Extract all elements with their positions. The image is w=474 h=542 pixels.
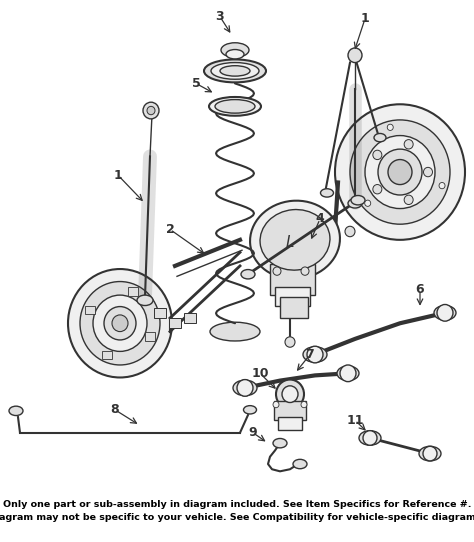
Text: 1: 1 xyxy=(114,169,122,182)
Text: 11: 11 xyxy=(346,414,364,427)
Text: 8: 8 xyxy=(111,403,119,416)
Circle shape xyxy=(363,431,377,446)
Ellipse shape xyxy=(215,100,255,113)
Bar xyxy=(169,318,181,328)
Bar xyxy=(280,297,308,318)
Circle shape xyxy=(340,365,356,382)
Circle shape xyxy=(285,337,295,347)
Ellipse shape xyxy=(241,269,255,279)
Circle shape xyxy=(273,402,279,408)
Ellipse shape xyxy=(359,431,381,446)
Text: 4: 4 xyxy=(316,212,324,225)
Ellipse shape xyxy=(273,438,287,448)
Circle shape xyxy=(307,346,323,363)
Ellipse shape xyxy=(293,459,307,469)
Circle shape xyxy=(404,195,413,204)
Ellipse shape xyxy=(211,62,259,79)
Circle shape xyxy=(301,267,309,275)
Ellipse shape xyxy=(419,446,441,461)
Text: 5: 5 xyxy=(191,77,201,90)
Ellipse shape xyxy=(221,43,249,57)
Ellipse shape xyxy=(209,97,261,116)
Bar xyxy=(128,287,138,296)
Circle shape xyxy=(423,167,432,177)
Text: 10: 10 xyxy=(251,367,269,380)
Circle shape xyxy=(388,159,412,185)
Circle shape xyxy=(348,48,362,62)
Ellipse shape xyxy=(9,406,23,416)
Ellipse shape xyxy=(226,49,244,59)
Bar xyxy=(84,306,95,314)
Ellipse shape xyxy=(137,295,153,306)
Ellipse shape xyxy=(303,347,327,363)
Ellipse shape xyxy=(244,405,256,414)
Circle shape xyxy=(387,124,393,131)
Circle shape xyxy=(345,226,355,237)
Ellipse shape xyxy=(260,210,330,270)
Text: 7: 7 xyxy=(306,348,314,361)
Ellipse shape xyxy=(348,199,362,208)
Text: 6: 6 xyxy=(416,283,424,296)
Circle shape xyxy=(93,295,147,351)
Text: 2: 2 xyxy=(165,223,174,236)
Circle shape xyxy=(423,446,437,461)
Ellipse shape xyxy=(320,189,334,197)
Circle shape xyxy=(273,267,281,275)
Text: 1: 1 xyxy=(361,12,369,25)
Ellipse shape xyxy=(351,196,365,205)
Ellipse shape xyxy=(233,380,257,396)
Ellipse shape xyxy=(250,201,340,279)
Circle shape xyxy=(373,150,382,159)
Text: 3: 3 xyxy=(216,10,224,23)
Circle shape xyxy=(143,102,159,119)
Circle shape xyxy=(237,379,253,396)
Bar xyxy=(275,287,310,306)
Bar xyxy=(102,351,112,359)
Circle shape xyxy=(365,200,371,207)
Circle shape xyxy=(404,140,413,149)
Text: Only one part or sub-assembly in diagram included. See Item Specifics for Refere: Only one part or sub-assembly in diagram… xyxy=(0,500,474,521)
Ellipse shape xyxy=(220,66,250,76)
Text: 9: 9 xyxy=(249,426,257,439)
Circle shape xyxy=(350,120,450,224)
Circle shape xyxy=(335,104,465,240)
Bar xyxy=(274,402,306,420)
Circle shape xyxy=(147,106,155,115)
Circle shape xyxy=(68,269,172,377)
Ellipse shape xyxy=(374,133,386,142)
Ellipse shape xyxy=(210,322,260,341)
Circle shape xyxy=(282,386,298,403)
Circle shape xyxy=(112,315,128,332)
Circle shape xyxy=(80,281,160,365)
Ellipse shape xyxy=(337,366,359,380)
Bar xyxy=(278,417,302,430)
Bar xyxy=(270,264,315,295)
Circle shape xyxy=(439,183,445,189)
Ellipse shape xyxy=(204,60,266,82)
Bar xyxy=(154,308,166,318)
Ellipse shape xyxy=(434,306,456,320)
Text: L: L xyxy=(286,235,294,250)
Circle shape xyxy=(301,402,307,408)
Circle shape xyxy=(378,149,422,195)
Circle shape xyxy=(437,305,453,321)
Bar xyxy=(184,313,196,323)
Circle shape xyxy=(276,379,304,409)
Circle shape xyxy=(373,184,382,194)
Circle shape xyxy=(365,136,435,209)
Bar xyxy=(146,332,155,341)
Circle shape xyxy=(104,307,136,340)
